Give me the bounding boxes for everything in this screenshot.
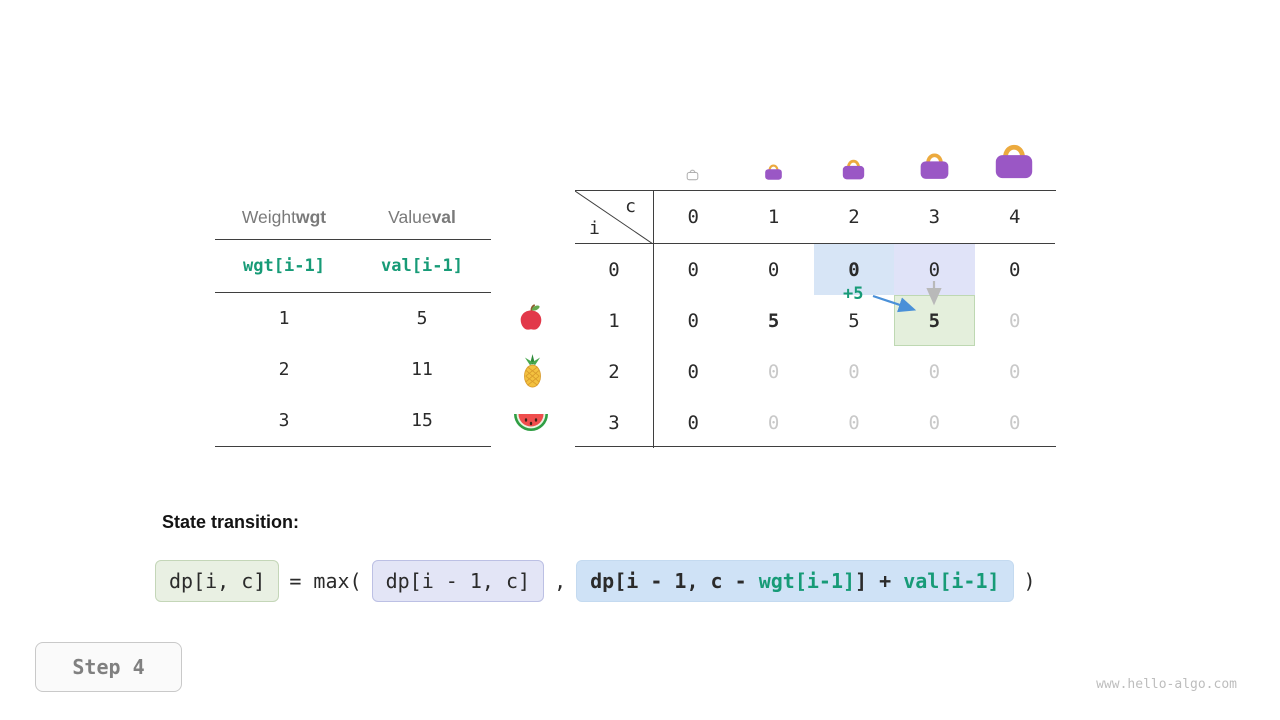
row-header: 0 (608, 258, 620, 281)
watermark: www.hello-algo.com (1096, 677, 1237, 692)
row-header: 3 (608, 411, 620, 434)
weight-value: 2 (278, 359, 290, 380)
dp-cell: 0 (687, 309, 699, 332)
bag-large-icon (917, 146, 952, 186)
item-value: 15 (411, 410, 433, 431)
dp-table: c i 0 1 2 3 4 0 0 0 0 0 0 1 0 5 5 5 0 2 … (575, 190, 1056, 448)
dp-cell: 0 (1009, 411, 1021, 434)
weight-header-code: wgt (296, 207, 327, 227)
weights-values-table: Weight wgt Value val wgt[i-1] val[i-1] 1… (215, 196, 491, 447)
item-value: 5 (416, 308, 428, 329)
dp-cell: 0 (687, 258, 699, 281)
state-transition-label: State transition: (162, 512, 300, 532)
col-header: 3 (894, 191, 975, 244)
transition-annotation: +5 (843, 284, 864, 304)
formula-comma: , (554, 569, 567, 593)
dp-grid: c i 0 1 2 3 4 0 0 0 0 0 0 1 0 5 5 5 0 2 … (575, 191, 1056, 446)
formula-option-take: dp[i - 1, c - wgt[i-1]] + val[i-1] (576, 560, 1014, 602)
row-header: 2 (608, 360, 620, 383)
watermelon-icon (513, 409, 549, 439)
formula-take-part1: dp[i - 1, c - (590, 569, 759, 593)
diagonal-divider (575, 191, 653, 244)
apple-icon (516, 302, 546, 337)
pineapple-icon (519, 354, 546, 393)
wgt-index-expression: wgt[i-1] (243, 256, 325, 276)
weight-header: Weight wgt (215, 196, 353, 239)
value-header: Value val (353, 196, 491, 239)
dp-cell: 0 (928, 360, 941, 383)
dp-cell: 0 (848, 360, 860, 383)
bag-small-icon (763, 160, 784, 186)
table-row: 3 15 (215, 395, 491, 447)
dp-cell: 0 (767, 360, 780, 383)
formula-close-paren: ) (1023, 569, 1036, 593)
bag-medium-icon (840, 154, 867, 186)
formula-take-part2: ] + (855, 569, 904, 593)
dp-cell: 0 (1009, 360, 1021, 383)
dp-cell: 0 (1009, 309, 1021, 332)
step-button[interactable]: Step 4 (35, 642, 182, 692)
arrow-diagonal-icon (872, 294, 917, 313)
table-row: 2 11 (215, 344, 491, 395)
dp-corner-cell: c i (575, 191, 653, 244)
col-axis-label: c (625, 196, 636, 217)
weights-table-header: Weight wgt Value val (215, 196, 491, 240)
formula-option-keep: dp[i - 1, c] (371, 560, 545, 602)
item-value: 11 (411, 359, 433, 380)
weight-value: 1 (278, 308, 290, 329)
weight-value: 3 (278, 410, 290, 431)
dp-vertical-divider (653, 191, 654, 448)
formula-equals-max: = max( (289, 569, 362, 593)
index-expression-row: wgt[i-1] val[i-1] (215, 240, 491, 293)
table-row: 1 5 (215, 293, 491, 344)
formula-take-val: val[i-1] (903, 569, 1000, 593)
val-index-expression: val[i-1] (381, 256, 463, 276)
state-transition-formula: dp[i, c] = max( dp[i - 1, c] , dp[i - 1,… (155, 560, 1046, 602)
bag-xlarge-icon (991, 135, 1037, 186)
dp-cell: 0 (767, 411, 780, 434)
arrow-down-icon (926, 281, 942, 306)
col-header: 4 (974, 191, 1055, 244)
formula-take-wgt: wgt[i-1] (758, 569, 856, 593)
dp-cell: 0 (687, 360, 699, 383)
bag-outline-tiny-icon (685, 166, 700, 186)
dp-cell: 5 (848, 309, 860, 332)
dp-cell: 0 (928, 411, 941, 434)
col-header: 2 (813, 191, 895, 244)
formula-lhs: dp[i, c] (155, 560, 280, 602)
col-header: 1 (733, 191, 814, 244)
dp-cell: 0 (848, 411, 860, 434)
dp-cell: 0 (767, 258, 780, 281)
dp-cell-source-left: 0 (813, 244, 895, 295)
value-header-text: Value (388, 207, 432, 227)
row-axis-label: i (589, 218, 600, 239)
dp-cell: 0 (1009, 258, 1021, 281)
row-header: 1 (608, 309, 620, 332)
value-header-code: val (431, 207, 456, 227)
dp-cell: 0 (687, 411, 699, 434)
dp-cell: 5 (767, 309, 780, 332)
weight-header-text: Weight (241, 207, 296, 227)
col-header: 0 (653, 191, 734, 244)
